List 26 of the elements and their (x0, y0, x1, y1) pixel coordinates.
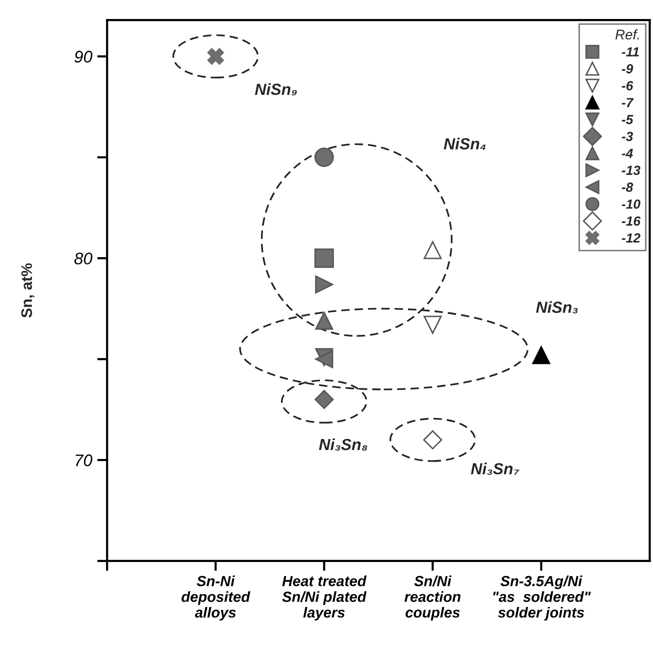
y-tick-label: 70 (76, 454, 92, 466)
legend-label: -9 (622, 64, 634, 74)
x-tick-label: Heat treated Sn/Ni plated layers (282, 576, 367, 621)
legend-label: -5 (622, 115, 634, 124)
legend-title: Ref. (615, 29, 639, 40)
legend-label: -11 (622, 47, 639, 56)
y-tick-label: 80 (74, 252, 92, 264)
x-tick-label: Sn-3.5Ag/Ni "as soldered" solder joints (493, 576, 591, 621)
y-axis-title: Sn, at% (21, 263, 34, 318)
annotation: Ni₃Sn₇ (470, 462, 520, 475)
annotation: NiSn₉ (254, 83, 297, 96)
legend-label: -16 (622, 216, 641, 226)
legend-label: -4 (622, 148, 633, 158)
annotation: Ni₃Sn₈ (319, 438, 368, 451)
legend-label: -10 (622, 199, 640, 209)
x-tick-label: Sn/Ni reaction couples (404, 576, 460, 621)
legend-label: -8 (622, 182, 634, 192)
legend-label: -6 (622, 81, 634, 90)
legend-label: -7 (622, 98, 634, 108)
y-tick-label: 90 (74, 50, 92, 63)
legend-label: -3 (622, 132, 634, 142)
annotation: NiSn₄ (444, 138, 486, 150)
legend-label: -12 (622, 233, 640, 243)
annotation: NiSn₃ (536, 301, 578, 314)
legend-label: -13 (622, 166, 640, 175)
x-tick-label: Sn-Ni deposited alloys (182, 576, 250, 621)
